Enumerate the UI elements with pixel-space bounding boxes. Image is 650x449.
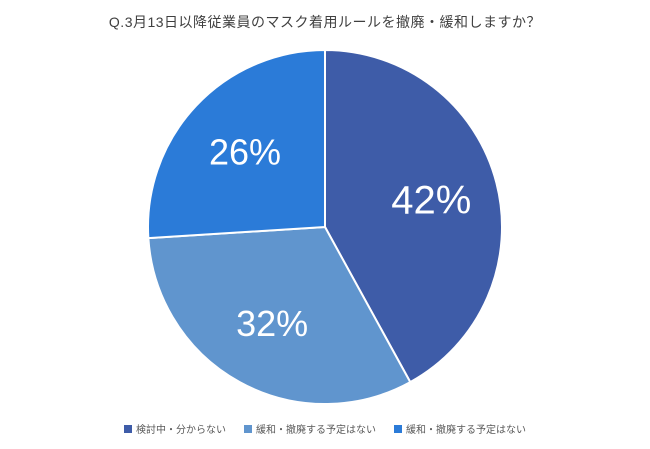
pie-slice-value-label: 32%: [236, 303, 308, 344]
legend-swatch: [124, 424, 132, 433]
legend-label: 検討中・分からない: [136, 425, 226, 436]
pie-slice-value-label: 26%: [209, 132, 281, 173]
pie-svg: 42% 32% 26%: [147, 49, 503, 405]
pie-slice-value-label: 42%: [391, 179, 471, 223]
legend-item-0: 検討中・分からない: [124, 421, 226, 436]
chart-legend: 検討中・分からない 緩和・撤廃する予定はない 緩和・撤廃する予定はない: [0, 421, 650, 436]
legend-item-1: 緩和・撤廃する予定はない: [244, 421, 376, 436]
chart-title: Q.3月13日以降従業員のマスク着用ルールを撤廃・緩和しますか？: [108, 14, 542, 30]
legend-swatch: [244, 424, 252, 433]
pie-slice-1: [147, 226, 412, 405]
legend-item-2: 緩和・撤廃する予定はない: [394, 421, 526, 436]
legend-label: 緩和・撤廃する予定はない: [406, 425, 526, 436]
legend-swatch: [394, 424, 402, 433]
pie-slice-0: [324, 49, 503, 384]
pie-slice-2: [147, 49, 326, 240]
legend-label: 緩和・撤廃する予定はない: [256, 425, 376, 436]
pie-chart: 42% 32% 26%: [144, 46, 506, 408]
